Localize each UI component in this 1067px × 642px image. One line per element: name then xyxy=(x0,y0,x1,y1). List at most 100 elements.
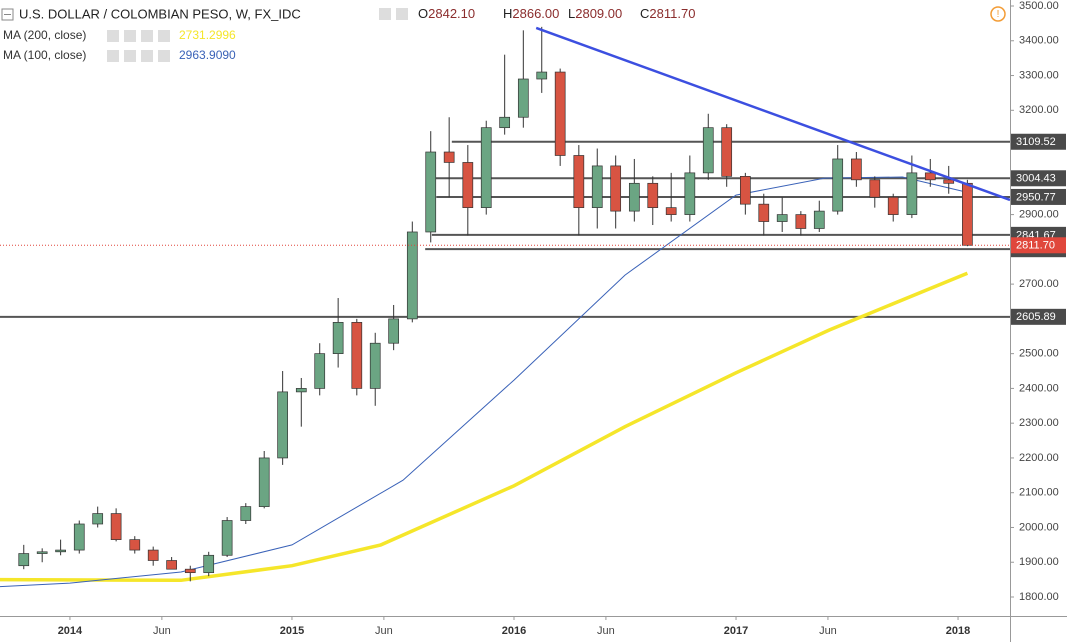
x-tick-label: 2017 xyxy=(724,625,748,637)
legend-value: 2731.2996 xyxy=(179,28,236,42)
level-label-box xyxy=(1011,170,1066,187)
settings-icon[interactable] xyxy=(107,50,119,62)
candle-body xyxy=(55,549,66,553)
level-label: 3004.43 xyxy=(1016,173,1056,185)
settings-icon[interactable] xyxy=(379,8,391,20)
candle-body xyxy=(573,155,585,208)
remove-icon[interactable] xyxy=(158,50,170,62)
candle-body xyxy=(962,182,973,246)
candle-body xyxy=(425,151,437,233)
candle-body xyxy=(924,172,936,181)
candle-body xyxy=(184,568,196,574)
candle-body xyxy=(610,165,622,212)
candle-body xyxy=(906,172,918,215)
ohlc-field: C2811.70 xyxy=(640,6,695,21)
candle-body xyxy=(647,182,659,208)
plot-area xyxy=(0,26,1011,588)
candle-body xyxy=(591,165,603,208)
moving-average-line xyxy=(0,271,969,583)
level-label: 2950.77 xyxy=(1016,191,1056,203)
candle-body xyxy=(462,162,474,208)
candle-body xyxy=(240,506,252,521)
candle-body xyxy=(369,342,381,389)
ohlc-value: 2842.10 xyxy=(428,6,475,21)
candle-body xyxy=(499,116,511,129)
legend-label: MA (100, close) xyxy=(3,48,86,62)
y-tick-label: 2700.00 xyxy=(1019,278,1059,290)
candle-body xyxy=(702,127,714,174)
candle-body xyxy=(92,513,104,525)
alert-icon: ! xyxy=(997,9,1000,20)
legend-value: 2963.9090 xyxy=(179,48,236,62)
collapse-icon[interactable] xyxy=(1,8,14,21)
more-icon[interactable] xyxy=(141,50,153,62)
y-tick-label: 3200.00 xyxy=(1019,104,1059,116)
y-tick-label: 2900.00 xyxy=(1019,208,1059,220)
more-icon[interactable] xyxy=(141,30,153,42)
candle-body xyxy=(943,179,955,184)
candle-body xyxy=(110,513,122,540)
candle-body xyxy=(536,71,548,80)
candle-body xyxy=(869,179,881,198)
alert-icon[interactable] xyxy=(990,6,1006,22)
candle-body xyxy=(628,182,640,212)
ohlc-label: C xyxy=(640,6,649,21)
y-tick-label: 2400.00 xyxy=(1019,382,1059,394)
candle-body xyxy=(388,318,400,344)
x-tick-label: Jun xyxy=(819,625,837,637)
symbol-title: U.S. DOLLAR / COLOMBIAN PESO, W, FX_IDC xyxy=(19,6,301,21)
remove-icon[interactable] xyxy=(158,30,170,42)
x-tick-label: Jun xyxy=(153,625,171,637)
candle-body xyxy=(776,214,788,222)
x-tick-label: 2018 xyxy=(946,625,970,637)
y-tick-label: 3500.00 xyxy=(1019,0,1059,12)
candle-body xyxy=(221,520,233,556)
ohlc-field: H2866.00 xyxy=(503,6,559,21)
level-label: 3109.52 xyxy=(1016,136,1056,148)
ohlc-value: 2866.00 xyxy=(512,6,559,21)
y-tick-label: 1900.00 xyxy=(1019,556,1059,568)
y-tick-label: 2500.00 xyxy=(1019,348,1059,360)
ohlc-value: 2809.00 xyxy=(575,6,622,21)
level-label-box xyxy=(1011,308,1066,325)
candle-body xyxy=(887,196,899,215)
candle-body xyxy=(795,214,807,229)
x-tick-label: 2014 xyxy=(58,625,83,637)
candle-body xyxy=(851,158,862,181)
candle-body xyxy=(129,539,141,551)
candle-body xyxy=(721,127,733,177)
x-tick-label: 2015 xyxy=(280,625,304,637)
candle-body xyxy=(73,523,85,551)
candle-body xyxy=(332,322,344,354)
legend-label: MA (200, close) xyxy=(3,28,86,42)
settings-icon[interactable] xyxy=(107,30,119,42)
candle-body xyxy=(147,549,159,561)
candle-body xyxy=(443,151,455,163)
hide-icon[interactable] xyxy=(124,30,136,42)
trendline xyxy=(535,26,1011,202)
ohlc-field: O2842.10 xyxy=(418,6,475,21)
candle-body xyxy=(36,551,48,554)
ohlc-value: 2811.70 xyxy=(649,6,695,21)
candle-body xyxy=(665,207,677,215)
hide-icon[interactable] xyxy=(124,50,136,62)
x-tick-label: Jun xyxy=(597,625,615,637)
candle-body xyxy=(18,553,30,567)
moving-average-line xyxy=(0,176,968,588)
ohlc-label: H xyxy=(503,6,512,21)
candle-body xyxy=(554,71,566,156)
y-tick-label: 2200.00 xyxy=(1019,452,1059,464)
y-tick-label: 1800.00 xyxy=(1019,591,1059,603)
candle-body xyxy=(351,322,363,389)
candle-body xyxy=(739,175,751,205)
level-label: 2605.89 xyxy=(1016,311,1056,323)
y-tick-label: 3400.00 xyxy=(1019,35,1059,47)
candle-body xyxy=(758,203,770,222)
ohlc-label: O xyxy=(418,6,428,21)
level-label-box xyxy=(1011,188,1066,205)
candle-body xyxy=(832,158,844,212)
candle-body xyxy=(684,172,696,215)
hide-icon[interactable] xyxy=(396,8,408,20)
